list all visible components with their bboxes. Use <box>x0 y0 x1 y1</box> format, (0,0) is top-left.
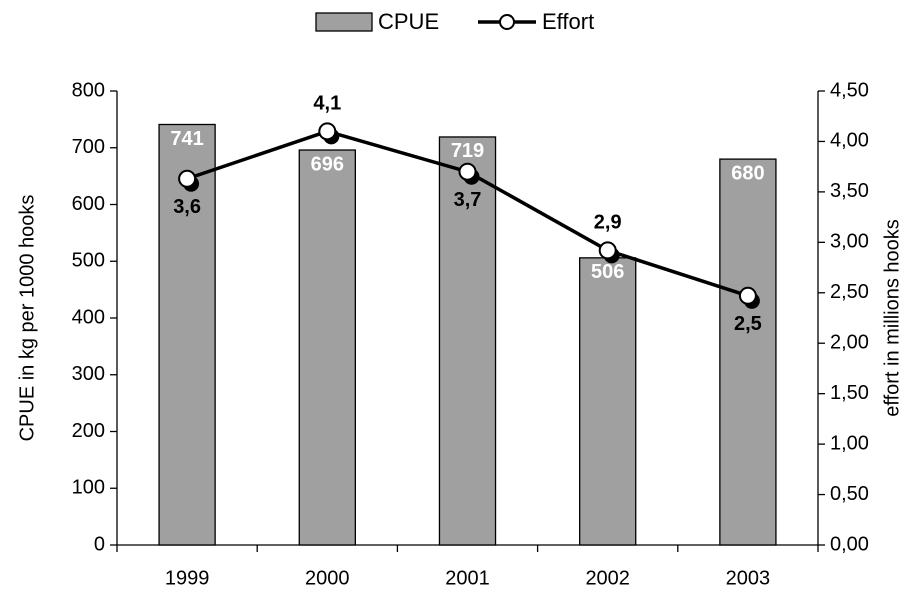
y2-tick-label: 0,50 <box>830 483 869 505</box>
y2-axis-title: effort in millions hooks <box>881 219 903 417</box>
marker <box>318 122 337 141</box>
legend-label: CPUE <box>378 9 439 34</box>
x-tick-label: 1999 <box>165 567 210 589</box>
y2-tick-label: 3,50 <box>830 180 869 202</box>
bar-value-label: 719 <box>451 140 484 162</box>
y-tick-label: 800 <box>72 79 105 101</box>
marker <box>598 241 617 260</box>
line-value-label: 3,6 <box>173 196 201 218</box>
bar <box>158 123 216 546</box>
y-tick-label: 300 <box>72 363 105 385</box>
y-axis-title: CPUE in kg per 1000 hooks <box>16 195 38 442</box>
bar <box>719 158 777 546</box>
y2-tick-label: 0,00 <box>830 533 869 555</box>
bar <box>438 136 497 546</box>
line-value-label: 3,7 <box>454 189 482 211</box>
legend-marker <box>499 14 515 30</box>
y2-tick-label: 1,50 <box>830 382 869 404</box>
bar-value-label: 506 <box>591 261 624 283</box>
x-tick-label: 2003 <box>726 567 771 589</box>
y2-tick-label: 4,50 <box>830 79 869 101</box>
y2-tick-label: 2,00 <box>830 332 869 354</box>
y2-tick-label: 3,00 <box>830 231 869 253</box>
bar <box>579 257 637 546</box>
marker <box>178 169 197 188</box>
bar <box>298 149 356 546</box>
y-tick-label: 0 <box>94 533 105 555</box>
x-tick-label: 2001 <box>445 567 490 589</box>
y2-tick-label: 2,50 <box>830 281 869 303</box>
marker <box>738 286 757 305</box>
x-tick-label: 2002 <box>585 567 630 589</box>
bar-value-label: 696 <box>311 153 344 175</box>
y-tick-label: 400 <box>72 306 105 328</box>
y-tick-label: 700 <box>72 136 105 158</box>
bar-value-label: 741 <box>170 128 203 150</box>
y-tick-label: 500 <box>72 250 105 272</box>
marker <box>458 162 477 181</box>
line-value-label: 2,5 <box>734 313 762 335</box>
bar-value-label: 680 <box>731 162 764 184</box>
line-value-label: 4,1 <box>313 93 341 115</box>
legend-label: Effort <box>542 9 594 34</box>
y-tick-label: 200 <box>72 420 105 442</box>
y-tick-label: 600 <box>72 193 105 215</box>
y2-tick-label: 4,00 <box>830 130 869 152</box>
x-tick-label: 2000 <box>305 567 350 589</box>
y-tick-label: 100 <box>72 477 105 499</box>
line-value-label: 2,9 <box>594 212 622 234</box>
y2-tick-label: 1,00 <box>830 432 869 454</box>
legend-swatch <box>315 12 373 32</box>
